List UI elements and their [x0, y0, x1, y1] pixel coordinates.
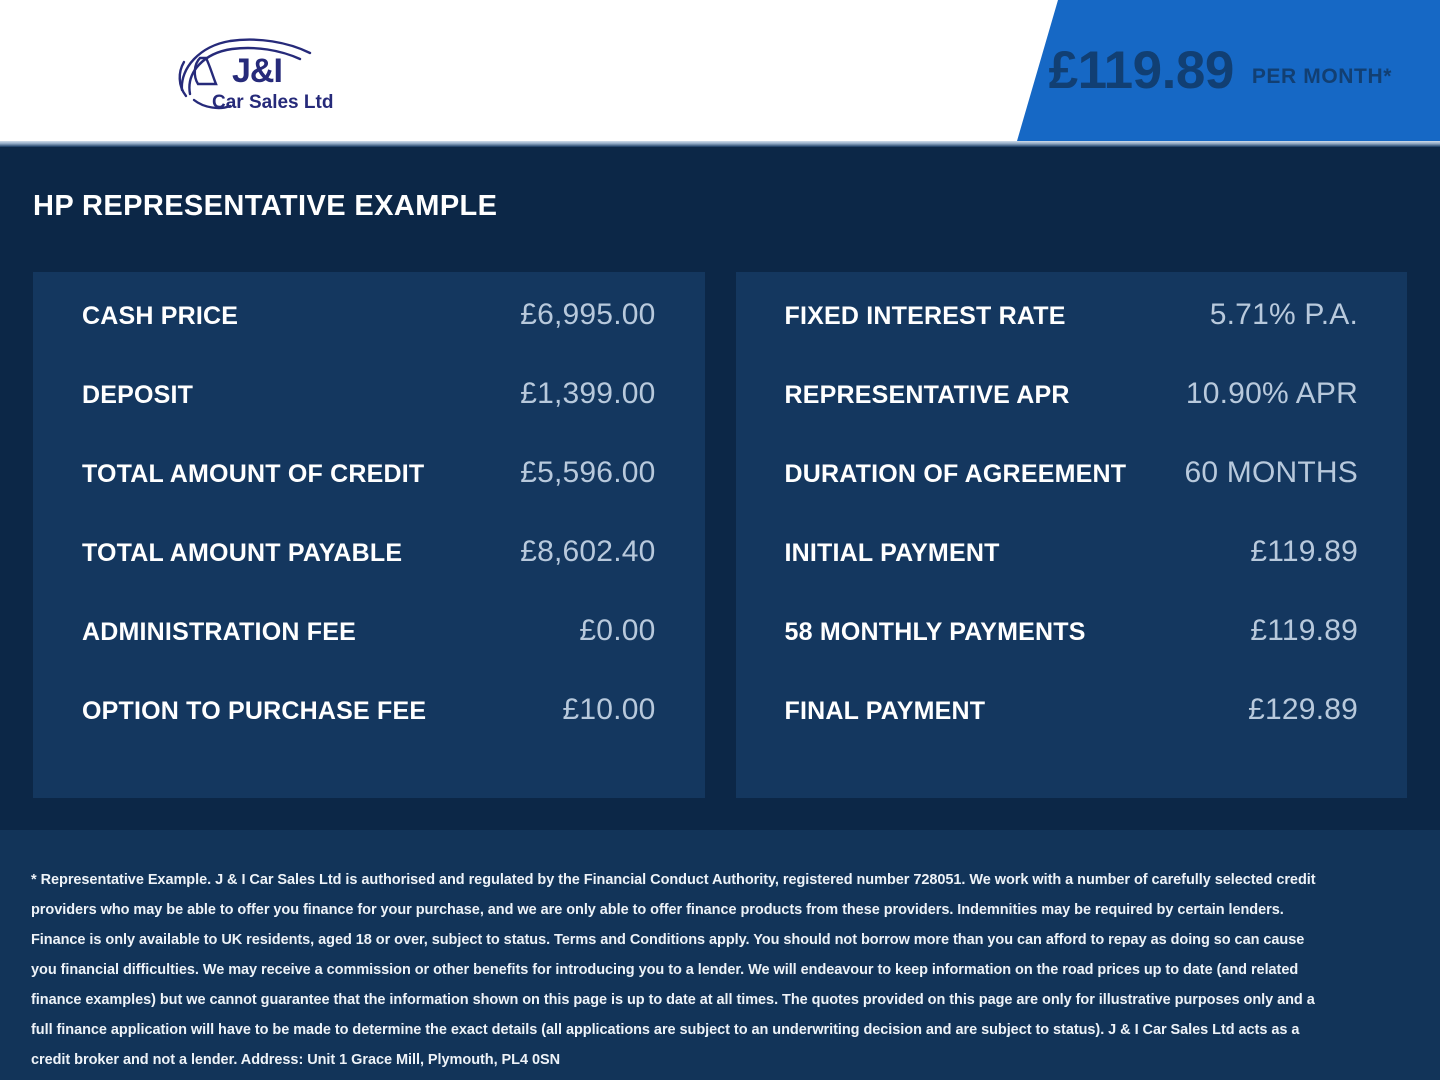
row-value: £0.00 [579, 614, 656, 647]
row-value: £6,995.00 [520, 298, 656, 331]
row-value: £119.89 [1250, 535, 1358, 568]
monthly-price-banner: £119.89 PER MONTH* [1017, 0, 1440, 141]
table-row: DEPOSIT £1,399.00 [82, 377, 656, 456]
dealer-logo[interactable]: J&I Car Sales Ltd [170, 28, 350, 118]
table-row: FINAL PAYMENT £129.89 [785, 693, 1359, 772]
row-label: REPRESENTATIVE APR [784, 381, 1070, 409]
table-row: REPRESENTATIVE APR 10.90% APR [785, 377, 1359, 456]
row-label: DEPOSIT [82, 381, 194, 409]
page-header: J&I Car Sales Ltd £119.89 PER MONTH* [0, 0, 1440, 141]
row-value: 5.71% P.A. [1209, 298, 1358, 331]
footer: * Representative Example. J & I Car Sale… [0, 830, 1440, 1080]
row-value: £119.89 [1250, 614, 1358, 647]
header-divider [0, 141, 1440, 147]
j-and-i-car-sales-logo-icon: J&I Car Sales Ltd [178, 38, 333, 113]
row-label: FINAL PAYMENT [784, 697, 986, 725]
table-row: INITIAL PAYMENT £119.89 [785, 535, 1359, 614]
row-label: FIXED INTEREST RATE [784, 302, 1066, 330]
table-row: ADMINISTRATION FEE £0.00 [82, 614, 656, 693]
row-value: £5,596.00 [520, 456, 656, 489]
row-label: TOTAL AMOUNT OF CREDIT [82, 460, 425, 488]
monthly-price-value: £119.89 [1048, 41, 1235, 100]
svg-text:J&I: J&I [232, 52, 282, 90]
table-row: 58 MONTHLY PAYMENTS £119.89 [785, 614, 1359, 693]
row-value: 10.90% APR [1185, 377, 1358, 410]
row-label: OPTION TO PURCHASE FEE [82, 697, 427, 725]
row-label: DURATION OF AGREEMENT [784, 460, 1127, 488]
row-value: £1,399.00 [520, 377, 656, 410]
row-label: ADMINISTRATION FEE [82, 618, 356, 646]
table-row: DURATION OF AGREEMENT 60 MONTHS [785, 456, 1359, 535]
finance-details-panels: CASH PRICE £6,995.00 DEPOSIT £1,399.00 T… [33, 272, 1407, 798]
table-row: FIXED INTEREST RATE 5.71% P.A. [785, 298, 1359, 377]
row-value: £8,602.40 [520, 535, 656, 568]
left-details-panel: CASH PRICE £6,995.00 DEPOSIT £1,399.00 T… [33, 272, 705, 798]
table-row: OPTION TO PURCHASE FEE £10.00 [82, 693, 656, 772]
row-label: TOTAL AMOUNT PAYABLE [82, 539, 403, 567]
disclaimer-text: * Representative Example. J & I Car Sale… [31, 872, 1316, 1068]
svg-text:Car Sales Ltd: Car Sales Ltd [212, 92, 333, 113]
row-value: £129.89 [1248, 693, 1358, 726]
row-label: INITIAL PAYMENT [784, 539, 1000, 567]
table-row: TOTAL AMOUNT PAYABLE £8,602.40 [82, 535, 656, 614]
table-row: TOTAL AMOUNT OF CREDIT £5,596.00 [82, 456, 656, 535]
table-row: CASH PRICE £6,995.00 [82, 298, 656, 377]
row-label: CASH PRICE [82, 302, 239, 330]
row-label: 58 MONTHLY PAYMENTS [784, 618, 1086, 646]
main-content: HP REPRESENTATIVE EXAMPLE CASH PRICE £6,… [0, 147, 1440, 830]
per-month-label: PER MONTH* [1251, 64, 1392, 88]
right-details-panel: FIXED INTEREST RATE 5.71% P.A. REPRESENT… [735, 272, 1407, 798]
row-value: £10.00 [562, 693, 656, 726]
page-title: HP REPRESENTATIVE EXAMPLE [33, 190, 498, 222]
row-value: 60 MONTHS [1184, 456, 1358, 489]
